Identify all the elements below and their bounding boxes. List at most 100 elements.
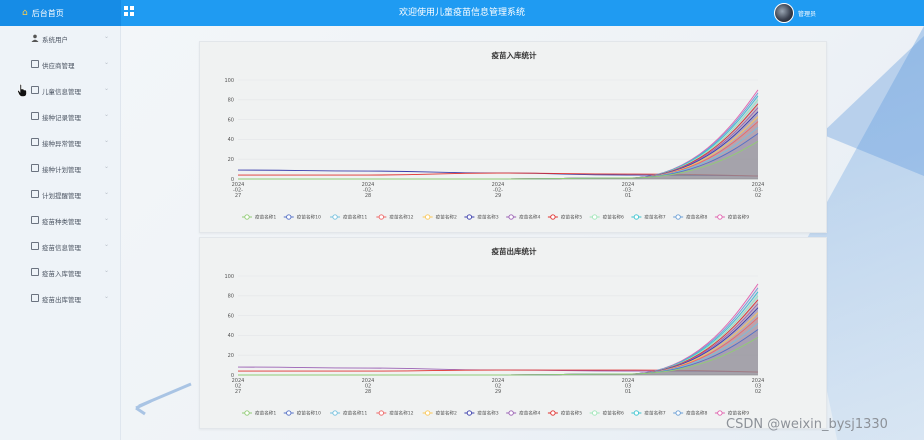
sidebar-item-label: 疫苗入库管理 [42,270,81,278]
document-icon [31,242,39,250]
legend-marker [378,214,385,220]
home-link[interactable]: ⌂ 后台首页 [0,0,121,26]
outbound-chart: 0204060801002024022720240228202402292024… [224,274,764,417]
legend-marker [717,410,723,416]
x-tick-label: 03 [625,384,631,390]
legend-marker [378,410,385,416]
sidebar-item-label: 接种记录管理 [42,114,81,122]
series-line [237,312,759,376]
legend-label: 疫苗名称9 [728,214,749,221]
x-tick-label: 2024 [232,182,245,188]
chevron-down-icon: ⌄ [104,241,110,248]
series-line [237,95,759,180]
legend-marker [717,214,723,220]
sidebar-item-system-users[interactable]: 系统用户 ⌄ [0,28,121,48]
y-tick-label: 20 [228,157,234,163]
x-tick-label: 27 [235,389,241,395]
sidebar-item-vaccination-records[interactable]: 接种记录管理 ⌄ [0,106,121,126]
legend-marker [508,214,514,220]
x-tick-label: -03- [623,188,633,194]
series-line [237,336,759,376]
chart-title: 疫苗出库统计 [491,247,537,256]
sidebar-item-vaccination-plans[interactable]: 接种计划管理 ⌄ [0,158,121,178]
chevron-down-icon: ⌄ [104,59,110,66]
series-line [237,92,759,180]
series-line [237,127,759,180]
x-tick-label: 02 [235,384,241,390]
x-tick-label: 2024 [232,378,245,384]
legend-marker [633,410,640,416]
series-area [238,99,758,179]
x-tick-label: -02- [363,188,373,194]
background-decoration [821,36,924,176]
x-tick-label: -02- [493,188,503,194]
series-area [238,121,758,179]
series-area [238,92,758,179]
chevron-down-icon: ⌄ [104,137,110,144]
series-line [237,103,759,180]
legend-label: 疫苗名称6 [603,214,624,221]
sidebar: 系统用户 ⌄ 供应商管理 ⌄ 儿童信息管理 ⌄ 接种记录管理 ⌄ 接种异常管理 … [0,26,121,440]
y-tick-label: 40 [228,137,234,143]
legend-label: 疫苗名称12 [389,214,413,221]
user-menu[interactable]: 管理员 [774,3,816,23]
series-line [237,303,759,376]
sidebar-item-children[interactable]: 儿童信息管理 ⌄ [0,80,121,100]
x-tick-label: 2024 [492,182,505,188]
inbound-chart-panel: 疫苗入库统计 0 20 40 60 80 100 2024 -02- 27 2024 -02- 28 2… [199,41,827,233]
x-tick-label: 2024 [362,378,375,384]
legend-label: 疫苗名称4 [519,410,540,417]
series-line [237,299,759,376]
avatar[interactable] [774,3,794,23]
legend-marker [508,410,514,416]
series-line [237,307,759,376]
legend-label: 疫苗名称12 [389,410,413,417]
x-tick-label: -02- [233,188,243,194]
x-tick-label: 02 [495,384,501,390]
sidebar-item-vaccine-types[interactable]: 疫苗种类管理 ⌄ [0,210,121,230]
legend-label: 疫苗名称1 [255,214,276,221]
series-line [237,133,759,180]
home-link-label: 后台首页 [31,8,64,18]
sidebar-item-vaccination-exceptions[interactable]: 接种异常管理 ⌄ [0,132,121,152]
x-tick-label: 2024 [752,182,765,188]
sidebar-item-suppliers[interactable]: 供应商管理 ⌄ [0,54,121,74]
x-tick-label: 29 [495,193,501,199]
series-area [238,312,758,375]
sidebar-item-plan-reminders[interactable]: 计划提醒管理 ⌄ [0,184,121,204]
series-area [238,141,758,179]
sidebar-item-label: 儿童信息管理 [42,88,81,96]
legend-label: 疫苗名称10 [297,410,321,417]
sidebar-item-vaccine-inbound[interactable]: 疫苗入库管理 ⌄ [0,262,121,282]
inbound-chart: 0204060801002024-02-272024-02-282024-02-… [224,78,765,221]
chart-title: 疫苗入库统计 [491,51,537,60]
series-area [238,283,758,375]
sidebar-item-vaccine-info[interactable]: 疫苗信息管理 ⌄ [0,236,121,256]
series-area [238,127,758,179]
legend-marker [332,214,338,220]
legend-marker [591,214,598,220]
background-arrow-decoration [135,382,192,416]
x-tick-label: 01 [625,193,631,199]
series-area [238,287,758,375]
legend-label: 疫苗名称11 [343,410,367,417]
user-name: 管理员 [798,10,817,18]
x-tick-label: 2024 [362,182,375,188]
chevron-down-icon: ⌄ [104,33,110,40]
legend-label: 疫苗名称3 [477,214,498,221]
series-area [238,291,758,375]
legend-marker [550,214,556,220]
menu-toggle-icon[interactable] [124,6,134,16]
legend-marker [466,214,473,220]
y-tick-label: 20 [228,353,234,359]
document-icon [31,216,39,224]
legend-marker [466,410,473,416]
y-tick-label: 80 [228,294,234,300]
document-icon [31,268,39,276]
x-tick-label: 02 [755,389,761,395]
series-line [237,291,759,376]
legend-marker [332,410,338,416]
chevron-down-icon: ⌄ [104,215,110,222]
sidebar-item-vaccine-outbound[interactable]: 疫苗出库管理 ⌄ [0,288,121,308]
home-icon: ⌂ [22,8,28,18]
